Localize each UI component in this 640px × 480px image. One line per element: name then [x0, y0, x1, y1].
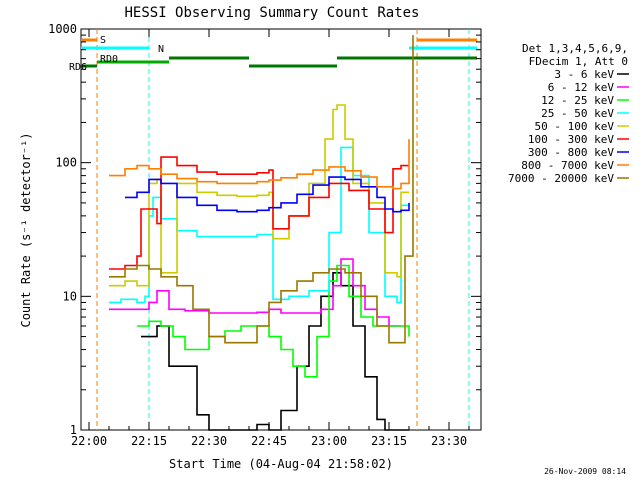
- series-line-2: [137, 264, 410, 378]
- x-tick-label-1: 22:15: [131, 434, 167, 448]
- series-line-5: [109, 156, 409, 270]
- legend-header-line2: FDecim 1, Att 0: [529, 55, 628, 68]
- y-tick-label-2: 100: [55, 156, 77, 170]
- x-tick-label-2: 22:30: [191, 434, 227, 448]
- legend: Det 1,3,4,5,6,9, FDecim 1, Att 0 3 - 6 k…: [508, 42, 629, 185]
- legend-label-1: 6 - 12 keV: [548, 81, 615, 94]
- y-axis-label: Count Rate (s⁻¹ detector⁻¹): [19, 132, 33, 327]
- y-tick-label-1: 10: [63, 289, 77, 303]
- plot-area: 22:00 22:15 22:30 22:45 23:00 23:15 23:30 1 10 10…: [48, 22, 482, 448]
- flag-label-rd6: RD6: [69, 62, 87, 73]
- x-tick-label-0: 22:00: [71, 434, 107, 448]
- axis-ticks: 22:00 22:15 22:30 22:45 23:00 23:15 23:30 1 10 10…: [48, 22, 481, 448]
- legend-label-4: 50 - 100 keV: [535, 120, 615, 133]
- x-tick-label-3: 22:45: [251, 434, 287, 448]
- series-line-6: [125, 176, 410, 213]
- data-series: [109, 35, 414, 431]
- x-tick-label-5: 23:15: [371, 434, 407, 448]
- legend-label-2: 12 - 25 keV: [541, 94, 614, 107]
- series-line-4: [109, 104, 409, 287]
- legend-label-3: 25 - 50 keV: [541, 107, 614, 120]
- series-line-8: [109, 35, 414, 344]
- x-tick-label-6: 23:30: [431, 434, 467, 448]
- chart-title: HESSI Observing Summary Count Rates: [124, 5, 419, 21]
- flag-label-s: S: [100, 35, 106, 46]
- footer-timestamp: 26-Nov-2009 08:14: [544, 467, 626, 476]
- y-tick-label-0: 1: [70, 423, 77, 437]
- series-line-1: [109, 258, 401, 327]
- flag-label-rd0: RD0: [100, 54, 118, 65]
- x-axis-label: Start Time (04-Aug-04 21:58:02): [169, 457, 393, 471]
- legend-label-0: 3 - 6 keV: [554, 68, 614, 81]
- legend-label-5: 100 - 300 keV: [528, 133, 614, 146]
- legend-label-6: 300 - 800 keV: [528, 146, 614, 159]
- legend-header-line1: Det 1,3,4,5,6,9,: [522, 42, 628, 55]
- series-line-0: [141, 271, 409, 431]
- x-tick-label-4: 23:00: [311, 434, 347, 448]
- flag-label-n: N: [158, 44, 164, 55]
- legend-label-7: 800 - 7000 keV: [521, 159, 614, 172]
- y-tick-label-3: 1000: [48, 22, 77, 36]
- legend-label-8: 7000 - 20000 keV: [508, 172, 614, 185]
- series-line-3: [109, 146, 409, 304]
- series-line-7: [109, 139, 410, 190]
- flag-bars: [81, 38, 477, 68]
